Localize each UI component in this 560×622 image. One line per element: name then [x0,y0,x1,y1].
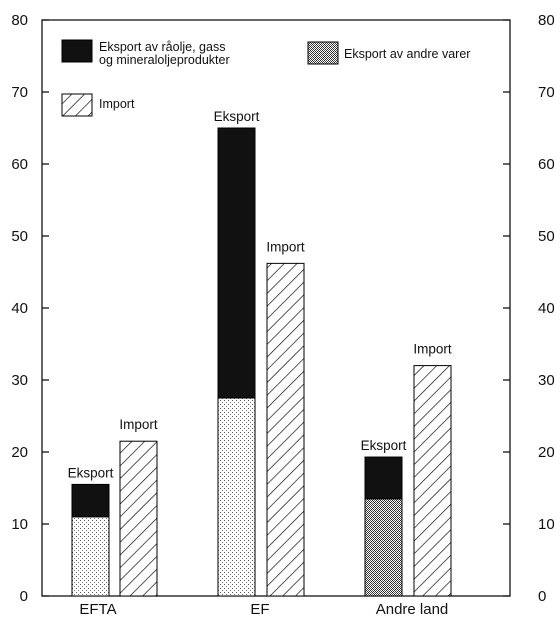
legend-swatch-import [61,93,93,117]
legend-swatch-crude [61,39,93,63]
legend-label-crude-line1: Eksport av råolje, gass [99,40,225,54]
y-tick-label-left: 50 [11,228,28,245]
y-tick-label-left: 70 [11,84,28,101]
y-axis-right: 0 10 20 30 40 50 60 70 80 [503,12,555,605]
y-tick-label-right: 20 [538,444,555,461]
y-tick-label-left: 20 [11,444,28,461]
legend-swatch-other [307,41,339,65]
bar-import [413,365,452,597]
bar-export-other [71,516,110,597]
y-tick-label-right: 50 [538,228,555,245]
y-tick-label-right: 40 [538,300,555,317]
bar-label-import: Import [119,417,158,432]
y-tick-label-left: 80 [11,12,28,29]
legend-label-crude-line2: og mineraloljeprodukter [99,53,230,67]
category-label-efta: EFTA [79,601,116,618]
bar-label-export: Eksport [361,438,407,453]
y-tick-label-right: 0 [538,588,546,605]
y-tick-label-left: 0 [20,588,28,605]
bar-label-import: Import [266,239,305,254]
bar-export-crude [364,456,403,500]
y-tick-label-left: 30 [11,372,28,389]
category-label-ef: EF [250,601,269,618]
category-label-andre-land: Andre land [376,601,449,618]
bar-label-export: Eksport [214,109,260,124]
bar-label-export: Eksport [68,465,114,480]
bar-label-import: Import [413,342,452,357]
bars: Eksport Import Eksport Import Eksport Import [68,109,452,597]
legend-label-other: Eksport av andre varer [344,47,470,61]
y-tick-label-right: 80 [538,12,555,29]
y-tick-label-right: 30 [538,372,555,389]
bar-import [119,440,158,597]
y-tick-label-left: 40 [11,300,28,317]
y-axis-left: 0 10 20 30 40 50 60 70 80 [11,12,49,605]
bar-import [266,262,305,597]
y-tick-label-right: 10 [538,516,555,533]
y-tick-label-right: 70 [538,84,555,101]
bar-export-other [364,498,403,597]
legend-label-import: Import [99,97,135,111]
y-tick-label-left: 10 [11,516,28,533]
y-tick-label-left: 60 [11,156,28,173]
y-tick-label-right: 60 [538,156,555,173]
bar-export-other [217,397,256,597]
bar-export-crude [217,127,256,399]
legend: Eksport av råolje, gass og mineraloljepr… [61,39,470,117]
bar-export-crude [71,483,110,518]
